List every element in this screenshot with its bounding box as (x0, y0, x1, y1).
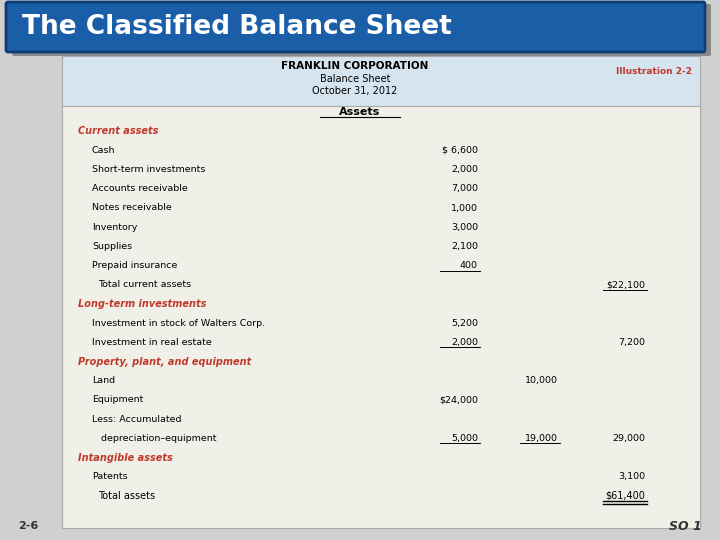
Text: 1,000: 1,000 (451, 204, 478, 213)
Text: Total assets: Total assets (98, 491, 155, 501)
Text: Property, plant, and equipment: Property, plant, and equipment (78, 356, 251, 367)
Text: Short-term investments: Short-term investments (92, 165, 205, 174)
Text: Prepaid insurance: Prepaid insurance (92, 261, 177, 270)
Text: Land: Land (92, 376, 115, 386)
Text: October 31, 2012: October 31, 2012 (312, 86, 397, 96)
Text: Supplies: Supplies (92, 242, 132, 251)
Text: 19,000: 19,000 (525, 434, 558, 443)
Text: 7,000: 7,000 (451, 184, 478, 193)
Text: 2,000: 2,000 (451, 165, 478, 174)
Text: Assets: Assets (339, 107, 381, 117)
Text: Total current assets: Total current assets (98, 280, 191, 289)
Text: Equipment: Equipment (92, 395, 143, 404)
Text: Notes receivable: Notes receivable (92, 204, 172, 213)
Text: 2,000: 2,000 (451, 338, 478, 347)
Text: $22,100: $22,100 (606, 280, 645, 289)
Text: $ 6,600: $ 6,600 (442, 146, 478, 155)
Text: Less: Accumulated: Less: Accumulated (92, 415, 181, 424)
Text: Investment in real estate: Investment in real estate (92, 338, 212, 347)
Text: Balance Sheet: Balance Sheet (320, 74, 390, 84)
Text: 29,000: 29,000 (612, 434, 645, 443)
Text: Accounts receivable: Accounts receivable (92, 184, 188, 193)
Text: Long-term investments: Long-term investments (78, 299, 207, 309)
Text: 2,100: 2,100 (451, 242, 478, 251)
Text: depreciation–equipment: depreciation–equipment (92, 434, 217, 443)
Text: Cash: Cash (92, 146, 115, 155)
Bar (62, 56, 700, 528)
Text: $24,000: $24,000 (439, 395, 478, 404)
Text: 2-6: 2-6 (18, 521, 38, 531)
Text: Illustration 2-2: Illustration 2-2 (616, 66, 692, 76)
Text: FRANKLIN CORPORATION: FRANKLIN CORPORATION (282, 61, 428, 71)
Text: Patents: Patents (92, 472, 127, 481)
Text: 5,200: 5,200 (451, 319, 478, 328)
FancyBboxPatch shape (12, 4, 711, 56)
Text: 3,000: 3,000 (451, 222, 478, 232)
Text: 7,200: 7,200 (618, 338, 645, 347)
Text: 5,000: 5,000 (451, 434, 478, 443)
Text: Current assets: Current assets (78, 126, 158, 136)
Text: SO 1: SO 1 (670, 519, 702, 532)
Text: The Classified Balance Sheet: The Classified Balance Sheet (22, 14, 451, 40)
Text: Intangible assets: Intangible assets (78, 453, 173, 463)
Text: Investment in stock of Walters Corp.: Investment in stock of Walters Corp. (92, 319, 265, 328)
Text: 3,100: 3,100 (618, 472, 645, 481)
Text: Inventory: Inventory (92, 222, 138, 232)
Text: $61,400: $61,400 (605, 491, 645, 501)
Text: 400: 400 (460, 261, 478, 270)
Bar (62, 56, 700, 106)
Text: 10,000: 10,000 (525, 376, 558, 386)
FancyBboxPatch shape (6, 2, 705, 52)
